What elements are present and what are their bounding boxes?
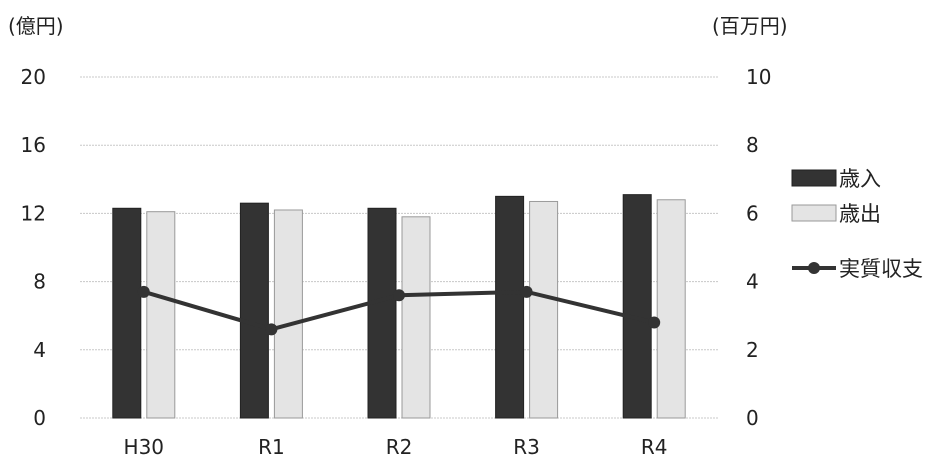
left-tick-label: 12 <box>21 201 46 225</box>
legend-label: 実質収支 <box>839 257 923 281</box>
legend-marker <box>808 262 820 274</box>
left-axis-ticks: 0 4 8 12 16 20 <box>21 65 46 430</box>
bar-歳入 <box>239 202 269 419</box>
bar-歳入 <box>367 207 397 419</box>
left-tick-label: 4 <box>33 338 46 362</box>
legend-label: 歳出 <box>839 202 881 226</box>
left-tick-label: 16 <box>21 133 46 157</box>
left-tick-label: 8 <box>33 270 46 294</box>
bar-歳入 <box>495 195 525 419</box>
x-tick-label: R4 <box>641 435 668 459</box>
line-point <box>137 285 150 298</box>
right-tick-label: 8 <box>746 133 759 157</box>
legend-swatch-歳出 <box>791 204 837 222</box>
right-tick-label: 0 <box>746 406 759 430</box>
right-tick-label: 6 <box>746 201 759 225</box>
line-series <box>137 285 661 336</box>
legend-label: 歳入 <box>839 167 881 191</box>
bar-歳出 <box>273 209 303 419</box>
bar-歳出 <box>146 211 176 419</box>
x-axis-ticks: H30 R1 R2 R3 R4 <box>124 435 668 459</box>
line-point <box>265 323 278 336</box>
line-point <box>520 285 533 298</box>
right-tick-label: 4 <box>746 270 759 294</box>
left-axis-unit: (億円) <box>8 14 64 38</box>
line-point <box>393 289 405 302</box>
x-tick-label: H30 <box>124 435 165 459</box>
bar-歳入 <box>622 194 652 419</box>
left-tick-label: 0 <box>33 406 46 430</box>
right-tick-label: 10 <box>746 65 771 89</box>
right-tick-label: 2 <box>746 338 759 362</box>
x-tick-label: R3 <box>513 435 540 459</box>
right-axis-unit: (百万円) <box>712 14 788 38</box>
legend-swatch-歳入 <box>791 169 837 187</box>
left-tick-label: 20 <box>21 65 46 89</box>
gridlines <box>80 76 718 419</box>
x-tick-label: R1 <box>258 435 285 459</box>
x-tick-label: R2 <box>386 435 413 459</box>
bar-歳出 <box>656 199 686 419</box>
right-axis-ticks: 0 2 4 6 8 10 <box>746 65 771 430</box>
bars <box>112 194 686 419</box>
bar-歳出 <box>529 200 559 419</box>
bar-歳出 <box>401 216 431 419</box>
line-point <box>648 316 661 329</box>
bar-歳入 <box>112 207 142 419</box>
